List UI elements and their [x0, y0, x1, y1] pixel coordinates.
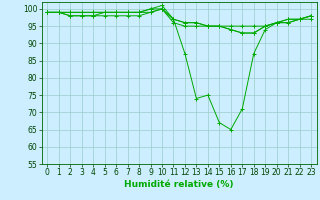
- X-axis label: Humidité relative (%): Humidité relative (%): [124, 180, 234, 189]
